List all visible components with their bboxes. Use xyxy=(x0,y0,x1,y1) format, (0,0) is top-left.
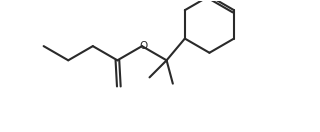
Text: O: O xyxy=(139,41,147,51)
